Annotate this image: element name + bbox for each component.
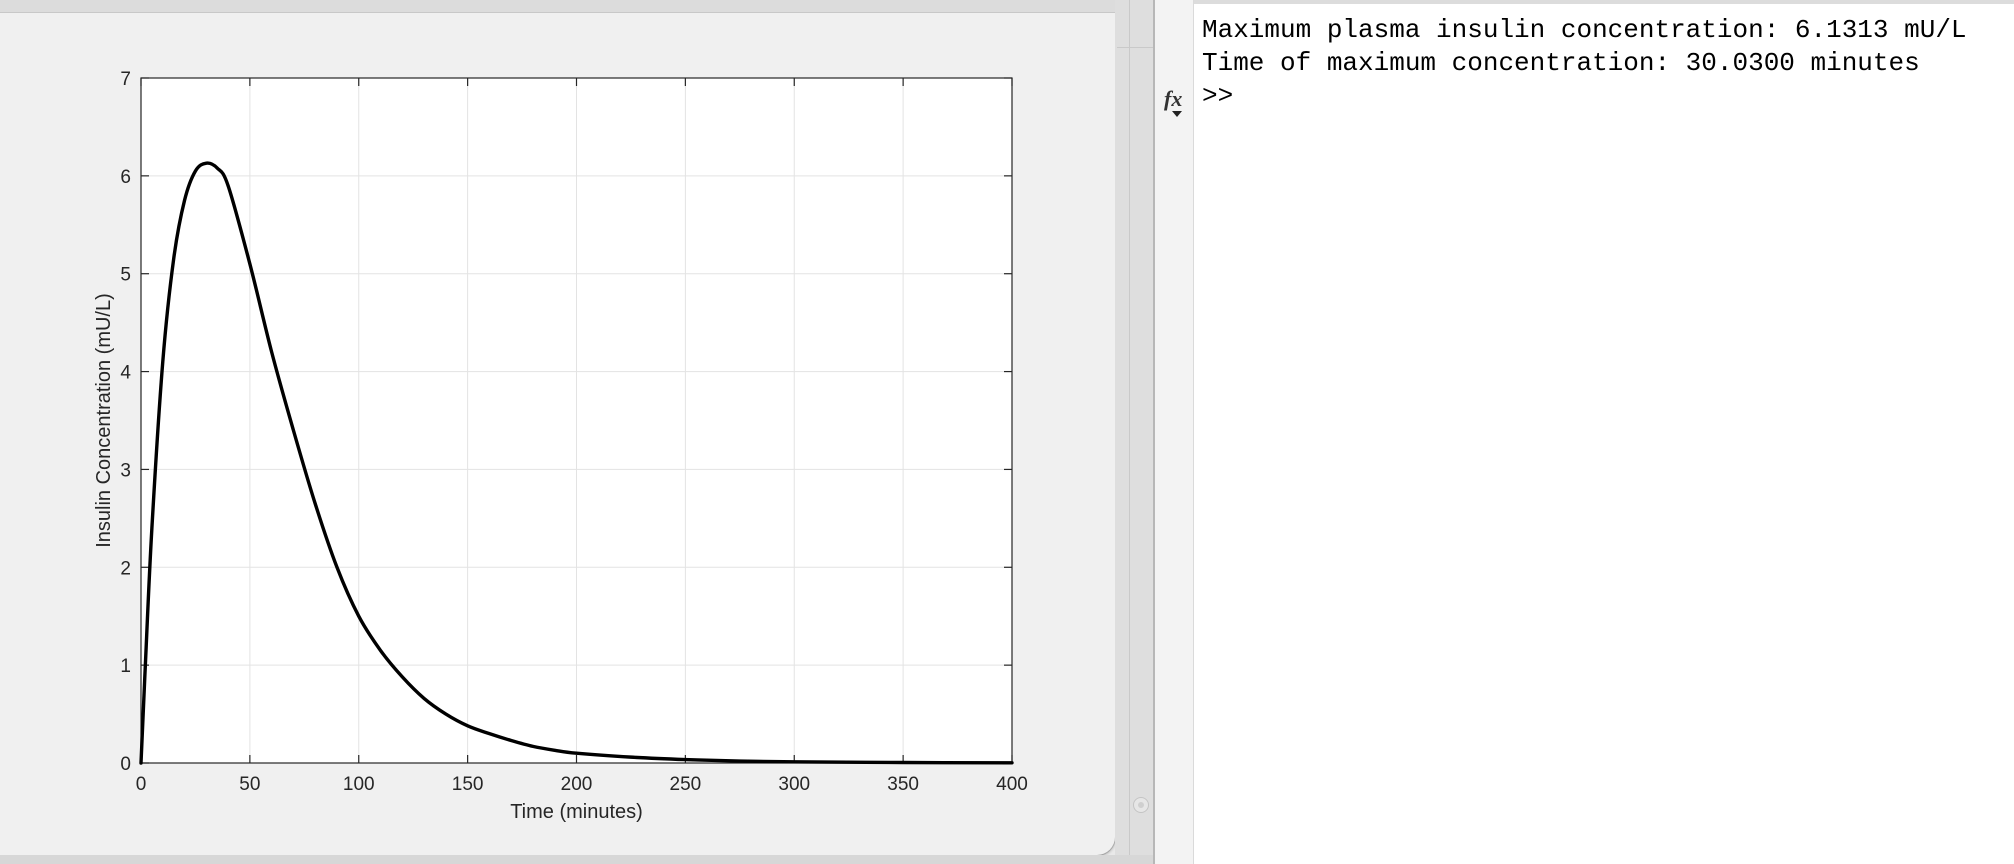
command-prompt[interactable]: >> (1202, 81, 1234, 111)
command-output: Maximum plasma insulin concentration: 6.… (1202, 14, 1967, 113)
plot-grid (141, 78, 1012, 763)
figure-window: 0 50 100 150 200 250 300 350 400 0 1 2 3 4 5 6 7 Time (… (0, 0, 1115, 855)
y-tick-label: 0 (120, 754, 131, 775)
y-tick-label: 5 (120, 265, 131, 286)
insulin-concentration-plot[interactable]: 0 50 100 150 200 250 300 350 400 0 1 2 3 4 5 6 7 Time (… (0, 0, 1115, 855)
x-tick-labels: 0 50 100 150 200 250 300 350 400 (136, 774, 1028, 795)
window-gap (1115, 0, 1153, 864)
x-tick-label: 50 (239, 774, 260, 795)
y-axis-title: Insulin Concentration (mU/L) (93, 293, 115, 548)
x-tick-label: 250 (670, 774, 702, 795)
y-tick-label: 1 (120, 656, 131, 677)
x-tick-label: 400 (996, 774, 1028, 795)
x-tick-label: 200 (561, 774, 593, 795)
x-tick-label: 0 (136, 774, 147, 795)
insulin-curve (139, 161, 1014, 765)
y-tick-label: 2 (120, 558, 131, 579)
output-line-max-concentration: Maximum plasma insulin concentration: 6.… (1202, 15, 1967, 45)
y-tick-label: 6 (120, 167, 131, 188)
y-tick-labels: 0 1 2 3 4 5 6 7 (120, 69, 131, 775)
y-tick-label: 4 (120, 363, 131, 384)
figure-toolbar-strip (0, 0, 1115, 13)
x-tick-label: 300 (778, 774, 810, 795)
command-window-top-border (1155, 0, 2014, 4)
x-axis-title: Time (minutes) (510, 801, 643, 823)
y-tick-label: 7 (120, 69, 131, 90)
figure-bottom-strip (0, 855, 1153, 864)
x-tick-label: 350 (887, 774, 919, 795)
function-browser-icon[interactable]: fx (1164, 86, 1183, 111)
command-gutter: fx (1155, 0, 1194, 864)
x-tick-label: 150 (452, 774, 484, 795)
x-tick-label: 100 (343, 774, 375, 795)
splitter-handle[interactable] (1133, 797, 1149, 813)
output-line-time-of-max: Time of maximum concentration: 30.0300 m… (1202, 48, 1920, 78)
y-tick-label: 3 (120, 460, 131, 481)
splitter-line (1129, 0, 1130, 864)
command-window[interactable]: fx Maximum plasma insulin concentration:… (1153, 0, 2014, 864)
splitter-tick (1117, 47, 1153, 48)
fx-dropdown-arrow-icon[interactable] (1172, 111, 1182, 117)
